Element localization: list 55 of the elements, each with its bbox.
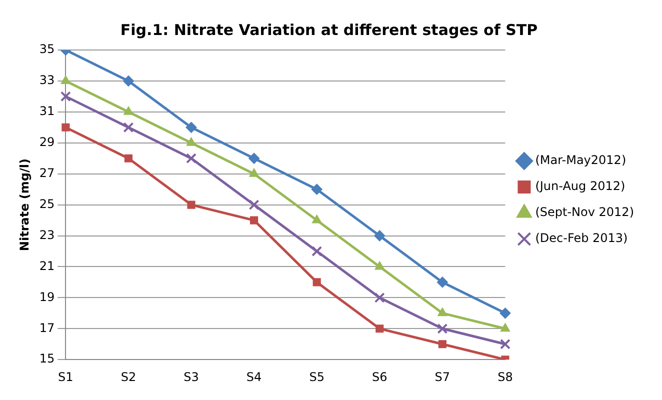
point [437,323,448,334]
chart-title: Fig.1: Nitrate Variation at different stages of STP [120,20,538,39]
point [186,137,196,146]
legend-label: (Sept-Nov 2012) [535,205,634,220]
point [500,308,511,319]
y-tick-label: 19 [39,290,55,304]
point [124,106,134,115]
x-tick-label: S6 [372,370,388,384]
legend-label: (Jun-Aug 2012) [535,179,626,194]
x-tick-label: S3 [184,370,199,384]
y-tick-label: 27 [39,166,55,180]
point [60,91,71,102]
y-tick-label: 21 [39,258,55,273]
y-tick-label: 17 [39,320,55,335]
point [124,154,132,162]
x-tick-label: S1 [58,370,74,384]
point [249,168,259,177]
point [436,276,448,288]
y-axis-title: Nitrate (mg/l) [17,158,32,252]
point [500,338,510,350]
legend-label: (Dec-Feb 2013) [535,231,628,246]
x-tick-label: S4 [246,370,262,384]
y-tick-label: 35 [39,42,55,56]
point [187,200,196,209]
point [250,216,258,224]
x-tick-label: S5 [309,370,324,384]
point [438,308,448,316]
y-tick-label: 25 [39,196,55,211]
x-tick-label: S2 [120,370,136,384]
point [376,324,384,333]
y-tick-label: 15 [39,352,55,366]
point [312,214,322,224]
legend-label: (Mar-May2012) [535,153,626,168]
y-tick-label: 31 [39,104,55,118]
point [248,152,260,164]
point [374,261,384,270]
x-tick-label: S7 [434,370,450,384]
point [123,122,134,133]
point [122,75,134,86]
point [312,278,321,286]
y-tick-label: 29 [39,135,55,150]
point [500,323,510,332]
point [374,230,386,242]
x-tick-label: S8 [498,370,513,384]
point [186,122,197,133]
point [62,123,70,132]
point [311,184,322,195]
point [186,153,196,164]
point [438,340,446,348]
y-tick-label: 33 [39,73,55,88]
y-tick-label: 23 [39,228,55,242]
point [312,246,322,256]
point [248,200,260,210]
point [374,292,385,303]
point [60,75,70,84]
